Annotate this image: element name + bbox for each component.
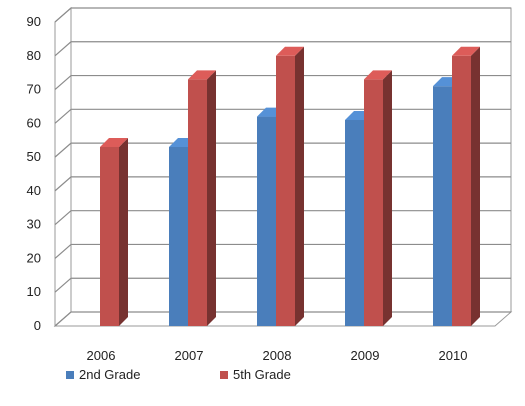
bar-side [295, 46, 304, 327]
bar-top [100, 137, 128, 147]
y-tick-label: 30 [27, 217, 41, 232]
bar-front [188, 79, 207, 326]
bar-front [100, 146, 119, 326]
bar-front [169, 146, 188, 326]
y-tick-label: 40 [27, 183, 41, 198]
legend-item: 5th Grade [220, 367, 291, 382]
bar [452, 46, 480, 327]
y-axis-ticks: 0 10 20 30 40 50 60 70 80 90 [27, 14, 41, 333]
bar [100, 137, 128, 326]
side-wall [54, 6, 72, 328]
bar-top [364, 70, 392, 80]
gridline [54, 74, 511, 91]
legend-item: 2nd Grade [66, 367, 140, 382]
y-tick-label: 50 [27, 149, 41, 164]
legend-label: 5th Grade [233, 367, 291, 382]
bar-front [257, 116, 276, 326]
bar-side [119, 137, 128, 326]
bar-front [364, 79, 383, 326]
bar-top [188, 70, 216, 80]
bar-front [433, 86, 452, 326]
legend: 2nd Grade 5th Grade [66, 367, 291, 382]
y-tick-label: 70 [27, 82, 41, 97]
x-axis-ticks: 2006 2007 2008 2009 2010 [87, 348, 468, 363]
y-tick-label: 10 [27, 284, 41, 299]
bar [364, 70, 392, 326]
y-tick-label: 90 [27, 14, 41, 29]
bar-side [207, 70, 216, 326]
legend-swatch [66, 371, 74, 379]
legend-label: 2nd Grade [79, 367, 140, 382]
bar-top [276, 46, 304, 56]
bar-front [345, 119, 364, 326]
bar [188, 70, 216, 326]
bar-side [383, 70, 392, 326]
x-tick-label: 2009 [351, 348, 380, 363]
x-tick-label: 2007 [175, 348, 204, 363]
y-tick-label: 0 [34, 318, 41, 333]
bar-front [452, 55, 471, 327]
gridline [54, 7, 511, 23]
y-tick-label: 60 [27, 115, 41, 130]
y-tick-label: 20 [27, 250, 41, 265]
bar-front [276, 55, 295, 327]
x-tick-label: 2010 [439, 348, 468, 363]
y-tick-label: 80 [27, 48, 41, 63]
bars [100, 46, 480, 327]
bar-side [471, 46, 480, 327]
x-tick-label: 2006 [87, 348, 116, 363]
gridline [54, 41, 511, 57]
x-tick-label: 2008 [263, 348, 292, 363]
legend-swatch [220, 371, 228, 379]
bar-top [452, 46, 480, 56]
bar [276, 46, 304, 327]
